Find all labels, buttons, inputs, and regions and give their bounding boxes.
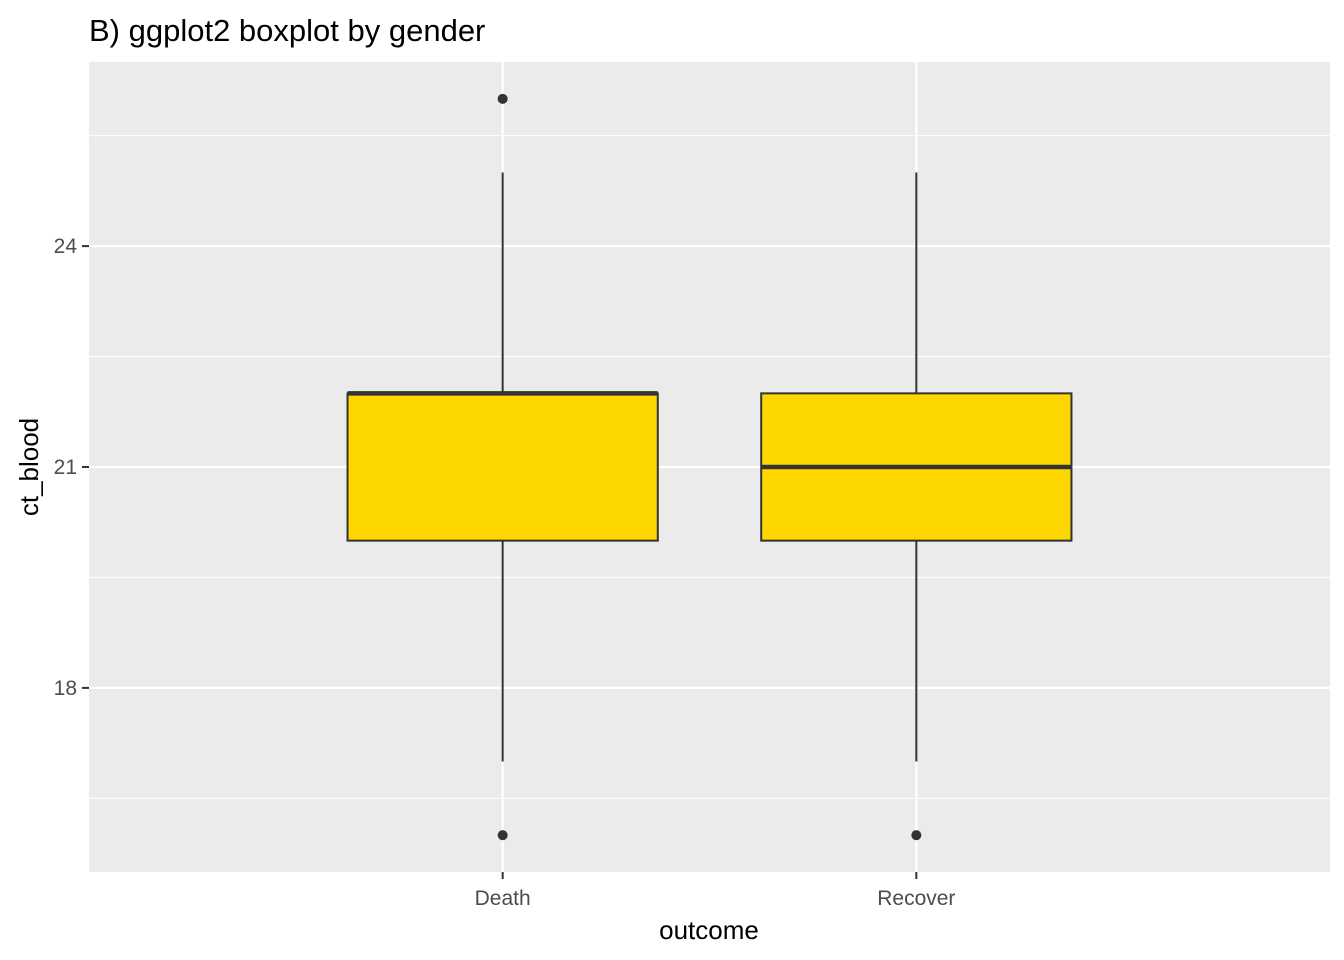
outlier-point-recover-0 xyxy=(911,830,922,841)
x-tick-label-recover: Recover xyxy=(877,887,955,910)
tick-labels: 18 21 24 Death Recover xyxy=(54,235,956,910)
minor-gridlines xyxy=(89,135,1330,799)
chart-title: B) ggplot2 boxplot by gender xyxy=(89,13,485,48)
y-tick-label-0: 18 xyxy=(54,677,77,700)
y-tick-label-1: 21 xyxy=(54,456,77,479)
y-axis-title: ct_blood xyxy=(14,418,44,516)
box-recover xyxy=(760,172,1073,841)
x-tick-label-death: Death xyxy=(475,887,531,910)
box-layer xyxy=(346,93,1073,841)
x-axis-title: outcome xyxy=(659,915,759,945)
outlier-point-death-1 xyxy=(497,93,508,104)
outlier-point-death-0 xyxy=(497,830,508,841)
iqr-box-death xyxy=(346,392,659,542)
box-death xyxy=(346,93,659,841)
y-tick-label-2: 24 xyxy=(54,235,78,258)
axis-ticks xyxy=(82,245,918,879)
